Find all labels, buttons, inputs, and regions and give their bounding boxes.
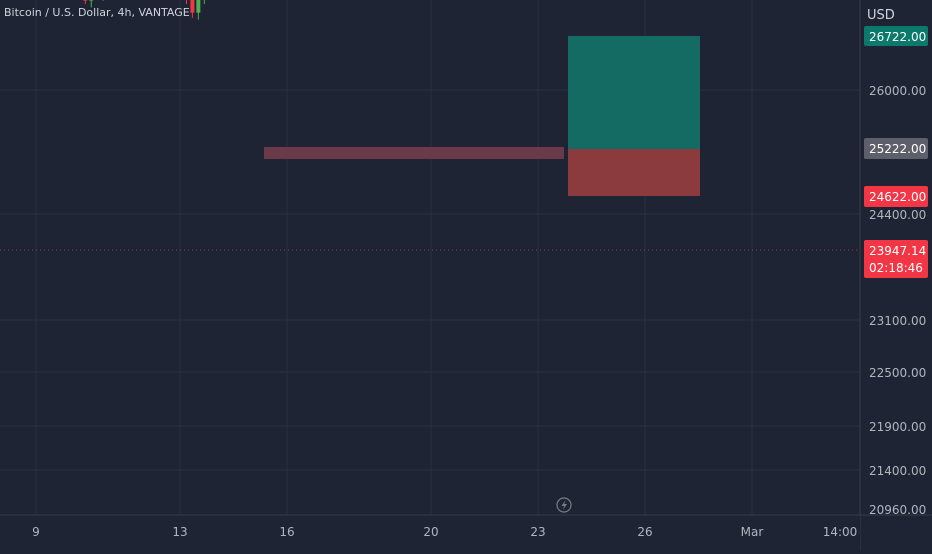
- time-label: 9: [32, 525, 40, 539]
- symbol-title[interactable]: Bitcoin / U.S. Dollar, 4h, VANTAGE: [4, 6, 190, 19]
- time-label: 16: [279, 525, 294, 539]
- price-tick: 26000.00: [869, 84, 926, 98]
- price-grid: [0, 89, 860, 471]
- price-tick: 23100.00: [869, 314, 926, 328]
- last-price: 23947.14: [869, 244, 926, 258]
- price-tick: 21400.00: [869, 464, 926, 478]
- last-price-tag[interactable]: 23947.14 02:18:46: [864, 240, 928, 278]
- candle-down[interactable]: [83, 0, 88, 1]
- entry-tag[interactable]: 25222.00: [864, 138, 928, 159]
- time-label: Mar: [741, 525, 764, 539]
- time-label: 13: [172, 525, 187, 539]
- resistance-zone[interactable]: [264, 147, 564, 159]
- price-tick: 21900.00: [869, 420, 926, 434]
- stop-loss-zone[interactable]: [568, 149, 700, 196]
- entry-price: 25222.00: [869, 142, 926, 156]
- time-label: 23: [530, 525, 545, 539]
- candles[interactable]: [0, 0, 593, 20]
- candle-up[interactable]: [196, 0, 201, 13]
- price-tick: 24400.00: [869, 208, 926, 222]
- bar-countdown: 02:18:46: [869, 261, 923, 275]
- take-profit-price: 26722.00: [869, 30, 926, 44]
- time-label: 26: [637, 525, 652, 539]
- stop-loss-price: 24622.00: [869, 190, 926, 204]
- take-profit-zone[interactable]: [568, 36, 700, 149]
- lightning-icon[interactable]: [556, 497, 572, 513]
- time-label: 14:00: [823, 525, 858, 539]
- time-axis[interactable]: [0, 515, 860, 550]
- take-profit-tag[interactable]: 26722.00: [864, 26, 928, 46]
- candle-up[interactable]: [89, 0, 94, 1]
- currency-label: USD: [867, 8, 895, 23]
- time-label: 20: [423, 525, 438, 539]
- stop-loss-tag[interactable]: 24622.00: [864, 186, 928, 207]
- price-tick: 20960.00: [869, 503, 926, 517]
- price-tick: 22500.00: [869, 366, 926, 380]
- candle-down[interactable]: [190, 0, 195, 13]
